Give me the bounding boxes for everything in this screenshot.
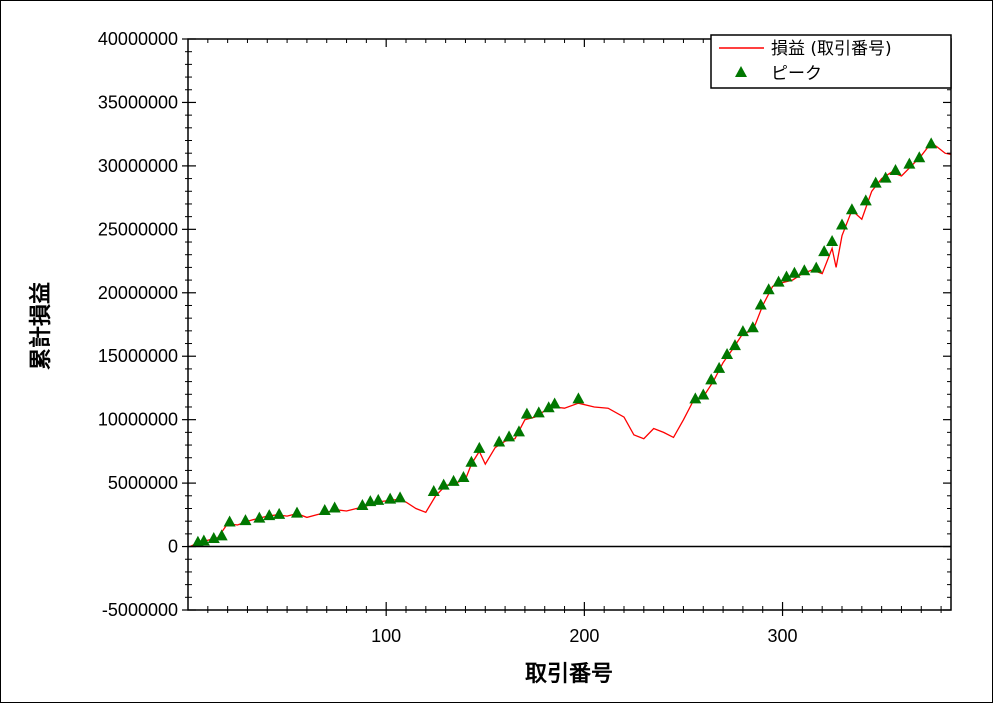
- pnl-line: [189, 142, 952, 548]
- peak-marker: [754, 298, 767, 310]
- peak-marker: [372, 493, 385, 505]
- y-tick-label: 0: [168, 537, 178, 557]
- peak-marker: [925, 137, 938, 149]
- y-tick-label: 20000000: [98, 283, 178, 303]
- peak-marker: [810, 261, 823, 273]
- peak-marker: [788, 266, 801, 278]
- peak-marker: [903, 157, 916, 169]
- peak-marker: [215, 529, 228, 541]
- legend-box: [710, 34, 952, 89]
- y-tick-label: 35000000: [98, 92, 178, 112]
- peak-marker: [859, 194, 872, 206]
- peak-marker: [239, 514, 252, 526]
- peak-marker: [512, 425, 525, 437]
- peak-marker: [713, 361, 726, 373]
- y-tick-label: -5000000: [102, 600, 178, 620]
- peak-marker: [772, 275, 785, 287]
- peak-marker: [798, 264, 811, 276]
- peak-marker: [780, 270, 793, 282]
- x-tick-label: 200: [569, 626, 599, 646]
- y-tick-label: 40000000: [98, 29, 178, 49]
- peak-marker: [548, 397, 561, 409]
- peak-marker: [318, 504, 331, 516]
- peak-marker: [197, 534, 210, 546]
- peak-marker: [705, 373, 718, 385]
- peak-marker: [384, 492, 397, 504]
- legend-label-line: 損益 (取引番号): [771, 39, 892, 59]
- x-axis-title: 取引番号: [525, 662, 613, 687]
- peak-marker: [762, 283, 775, 295]
- peak-marker: [493, 435, 506, 447]
- y-tick-label: 30000000: [98, 156, 178, 176]
- peak-marker: [721, 347, 734, 359]
- peak-marker: [473, 441, 486, 453]
- peak-marker: [291, 506, 303, 518]
- peak-marker: [818, 245, 831, 257]
- peak-marker: [542, 401, 555, 413]
- peak-marker: [826, 235, 839, 247]
- peak-marker: [879, 171, 892, 183]
- peak-marker: [465, 455, 478, 467]
- peak-marker: [520, 407, 533, 419]
- peak-marker: [836, 218, 848, 230]
- peak-marker: [728, 339, 741, 351]
- y-tick-label: 25000000: [98, 219, 178, 239]
- peak-marker: [572, 392, 585, 404]
- peak-marker: [273, 507, 286, 519]
- peak-marker: [532, 406, 545, 418]
- peak-marker: [356, 498, 369, 510]
- peak-marker: [746, 321, 759, 333]
- x-tick-label: 100: [371, 626, 401, 646]
- peak-marker: [845, 203, 858, 215]
- peak-marker: [253, 511, 266, 523]
- peak-marker: [689, 392, 702, 404]
- peak-marker: [223, 515, 236, 527]
- peak-marker: [328, 501, 341, 513]
- plot-area: [189, 137, 952, 548]
- legend-triangle-icon: [735, 66, 747, 77]
- legend: 損益 (取引番号) ピーク: [710, 34, 952, 89]
- x-tick-label: 300: [768, 626, 798, 646]
- axes: -5000000 0 5000000 10000000 15000000 20000000…: [98, 29, 952, 646]
- peak-marker: [394, 491, 407, 503]
- peak-marker: [913, 151, 926, 163]
- peak-marker: [457, 471, 470, 483]
- y-axis-title: 累計損益: [28, 282, 54, 370]
- peak-marker: [447, 474, 460, 486]
- y-tick-label: 15000000: [98, 346, 178, 366]
- peak-marker: [869, 176, 882, 188]
- plot-border: [187, 38, 952, 611]
- peak-marker: [736, 325, 749, 337]
- peak-marker: [263, 509, 276, 521]
- legend-label-peak: ピーク: [771, 64, 822, 84]
- peak-marker: [437, 478, 450, 490]
- peak-marker: [503, 430, 516, 442]
- peak-marker: [427, 484, 440, 496]
- y-tick-label: 5000000: [108, 473, 178, 493]
- peak-marker: [697, 388, 710, 400]
- y-tick-label: 10000000: [98, 410, 178, 430]
- peak-marker: [889, 163, 902, 175]
